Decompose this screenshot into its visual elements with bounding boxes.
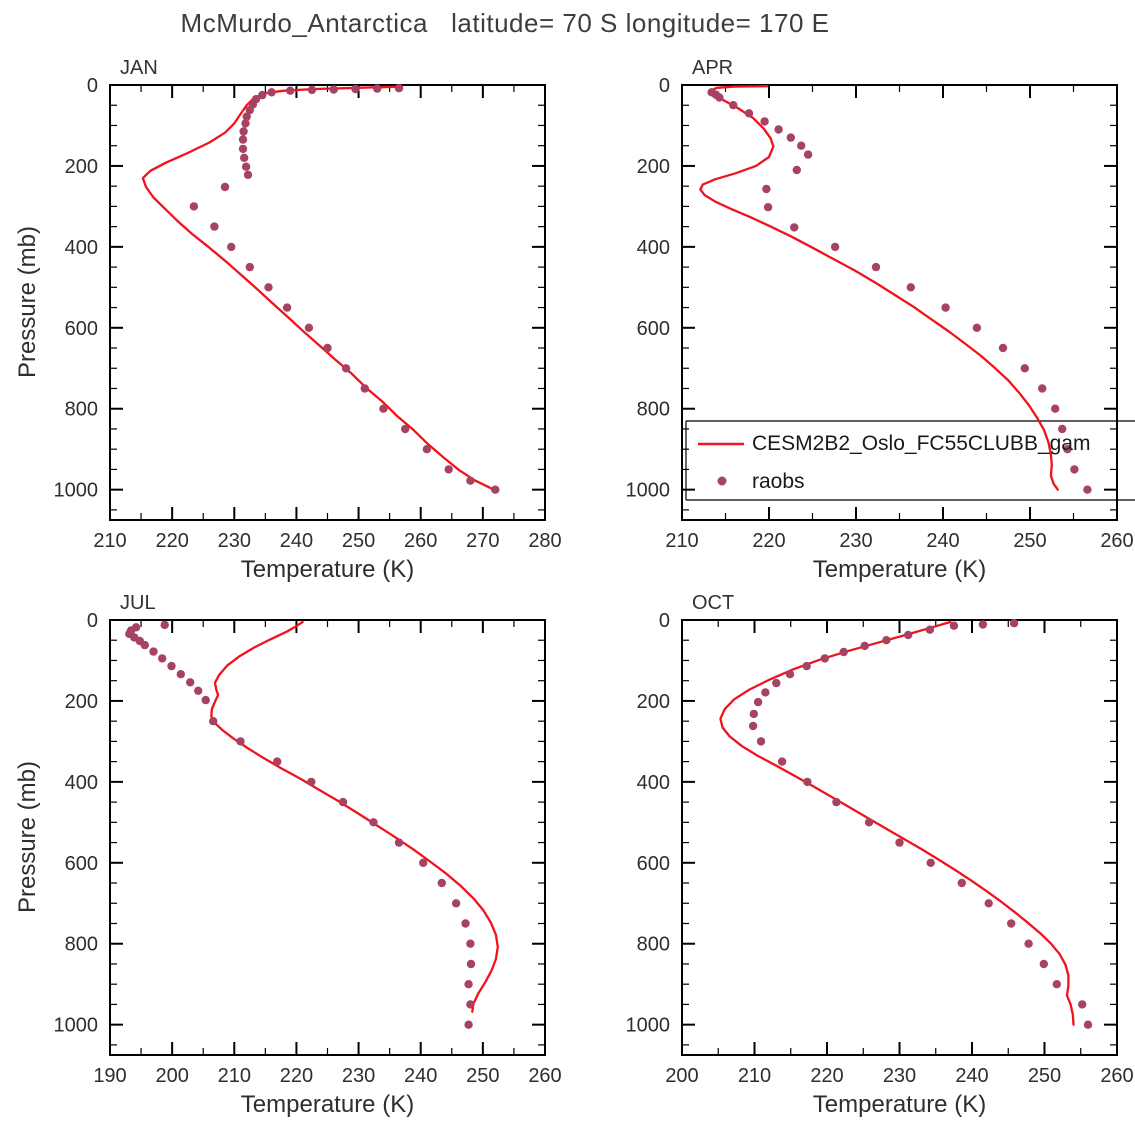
raobs-dots <box>748 619 1093 1029</box>
legend-box <box>685 420 1135 501</box>
panel-label-jul: JUL <box>120 592 156 614</box>
model-line <box>699 85 1059 491</box>
series-apr <box>699 85 1092 494</box>
tick-label: 210 <box>665 530 698 552</box>
tick-label: 230 <box>839 530 872 552</box>
tick-label: 220 <box>810 1065 843 1087</box>
tick-label: 240 <box>404 1065 437 1087</box>
y-axis-title-bottom: Pressure (mb) <box>14 760 41 914</box>
tick-label: 260 <box>528 1065 561 1087</box>
panel-apr: 210 220 230 240 250 260 0 200 400 600 800 1000 <box>626 75 1134 552</box>
tick-label: 0 <box>87 610 98 632</box>
tick-label: 800 <box>65 399 98 421</box>
panel-label-apr: APR <box>692 57 734 79</box>
tick-labels: 200 210 220 230 240 250 260 0 200 400 600 800 1000 <box>626 610 1134 1087</box>
tick-label: 210 <box>93 530 126 552</box>
tick-label: 600 <box>637 853 670 875</box>
raobs-dots <box>189 84 500 494</box>
tick-label: 400 <box>637 772 670 794</box>
tick-label: 280 <box>528 530 561 552</box>
panel-label-jan: JAN <box>120 57 158 79</box>
panel-oct: 200 210 220 230 240 250 260 0 200 400 600 800 1000 <box>626 610 1134 1087</box>
tick-label: 600 <box>637 318 670 340</box>
panel-label-oct: OCT <box>692 592 735 614</box>
tick-label: 200 <box>155 1065 188 1087</box>
tick-labels: 210 220 230 240 250 260 0 200 400 600 800 1000 <box>626 75 1134 552</box>
tick-label: 220 <box>280 1065 313 1087</box>
tick-label: 250 <box>1013 530 1046 552</box>
figure-title: McMurdo_Antarctica latitude= 70 S longit… <box>180 8 830 38</box>
tick-label: 0 <box>659 610 670 632</box>
panel-jan: 210 220 230 240 250 260 270 280 0 200 400 600 800 100… <box>54 75 562 552</box>
tick-label: 240 <box>955 1065 988 1087</box>
tick-label: 260 <box>1100 530 1133 552</box>
x-axis-title-oct: Temperature (K) <box>812 1091 987 1118</box>
tick-label: 200 <box>637 691 670 713</box>
tick-label: 800 <box>65 934 98 956</box>
tick-label: 400 <box>65 237 98 259</box>
y-axis-title-top: Pressure (mb) <box>14 225 41 379</box>
tick-label: 600 <box>65 318 98 340</box>
tick-label: 230 <box>883 1065 916 1087</box>
tick-label: 260 <box>1100 1065 1133 1087</box>
tick-labels: 190 200 210 220 230 240 250 260 0 200 400 600 800 100… <box>54 610 562 1087</box>
legend-dot-sample <box>717 476 727 486</box>
ticks <box>109 619 546 1055</box>
tick-label: 240 <box>926 530 959 552</box>
tick-label: 270 <box>466 530 499 552</box>
raobs-dots <box>707 88 1092 494</box>
tick-label: 1000 <box>54 480 99 502</box>
tick-label: 210 <box>218 1065 251 1087</box>
tick-label: 240 <box>280 530 313 552</box>
tick-label: 200 <box>65 691 98 713</box>
legend-label-model: CESM2B2_Oslo_FC55CLUBB_gam <box>752 432 1091 455</box>
tick-label: 230 <box>218 530 251 552</box>
raobs-dots <box>125 620 476 1029</box>
tick-label: 200 <box>637 156 670 178</box>
tick-label: 1000 <box>626 1015 671 1037</box>
tick-label: 400 <box>65 772 98 794</box>
tick-labels: 210 220 230 240 250 260 270 280 0 200 400 600 800 100… <box>54 75 562 552</box>
x-axis-title-apr: Temperature (K) <box>812 556 987 583</box>
tick-label: 250 <box>1028 1065 1061 1087</box>
panel-jul: 190 200 210 220 230 240 250 260 0 200 400 600 800 100… <box>54 610 562 1087</box>
legend-label-raobs: raobs <box>752 470 805 493</box>
tick-label: 1000 <box>54 1015 99 1037</box>
tick-label: 210 <box>738 1065 771 1087</box>
tick-label: 1000 <box>626 480 671 502</box>
ticks <box>681 84 1118 520</box>
ticks <box>109 84 546 520</box>
model-line <box>719 620 1075 1026</box>
tick-label: 220 <box>752 530 785 552</box>
tick-label: 200 <box>65 156 98 178</box>
series-jan <box>141 84 500 494</box>
tick-label: 800 <box>637 399 670 421</box>
series-oct <box>719 619 1093 1029</box>
plot-frame <box>109 84 546 521</box>
x-axis-title-jan: Temperature (K) <box>240 556 415 583</box>
tick-label: 190 <box>93 1065 126 1087</box>
tick-label: 220 <box>155 530 188 552</box>
tick-label: 600 <box>65 853 98 875</box>
tick-label: 0 <box>659 75 670 97</box>
model-line <box>210 620 499 1013</box>
tick-label: 250 <box>466 1065 499 1087</box>
tick-label: 250 <box>342 530 375 552</box>
ticks <box>681 619 1118 1055</box>
model-line <box>141 85 496 491</box>
x-axis-title-jul: Temperature (K) <box>240 1091 415 1118</box>
tick-label: 260 <box>404 530 437 552</box>
tick-label: 400 <box>637 237 670 259</box>
tick-label: 200 <box>665 1065 698 1087</box>
tick-label: 230 <box>342 1065 375 1087</box>
tick-label: 800 <box>637 934 670 956</box>
tick-label: 0 <box>87 75 98 97</box>
series-jul <box>125 620 499 1029</box>
